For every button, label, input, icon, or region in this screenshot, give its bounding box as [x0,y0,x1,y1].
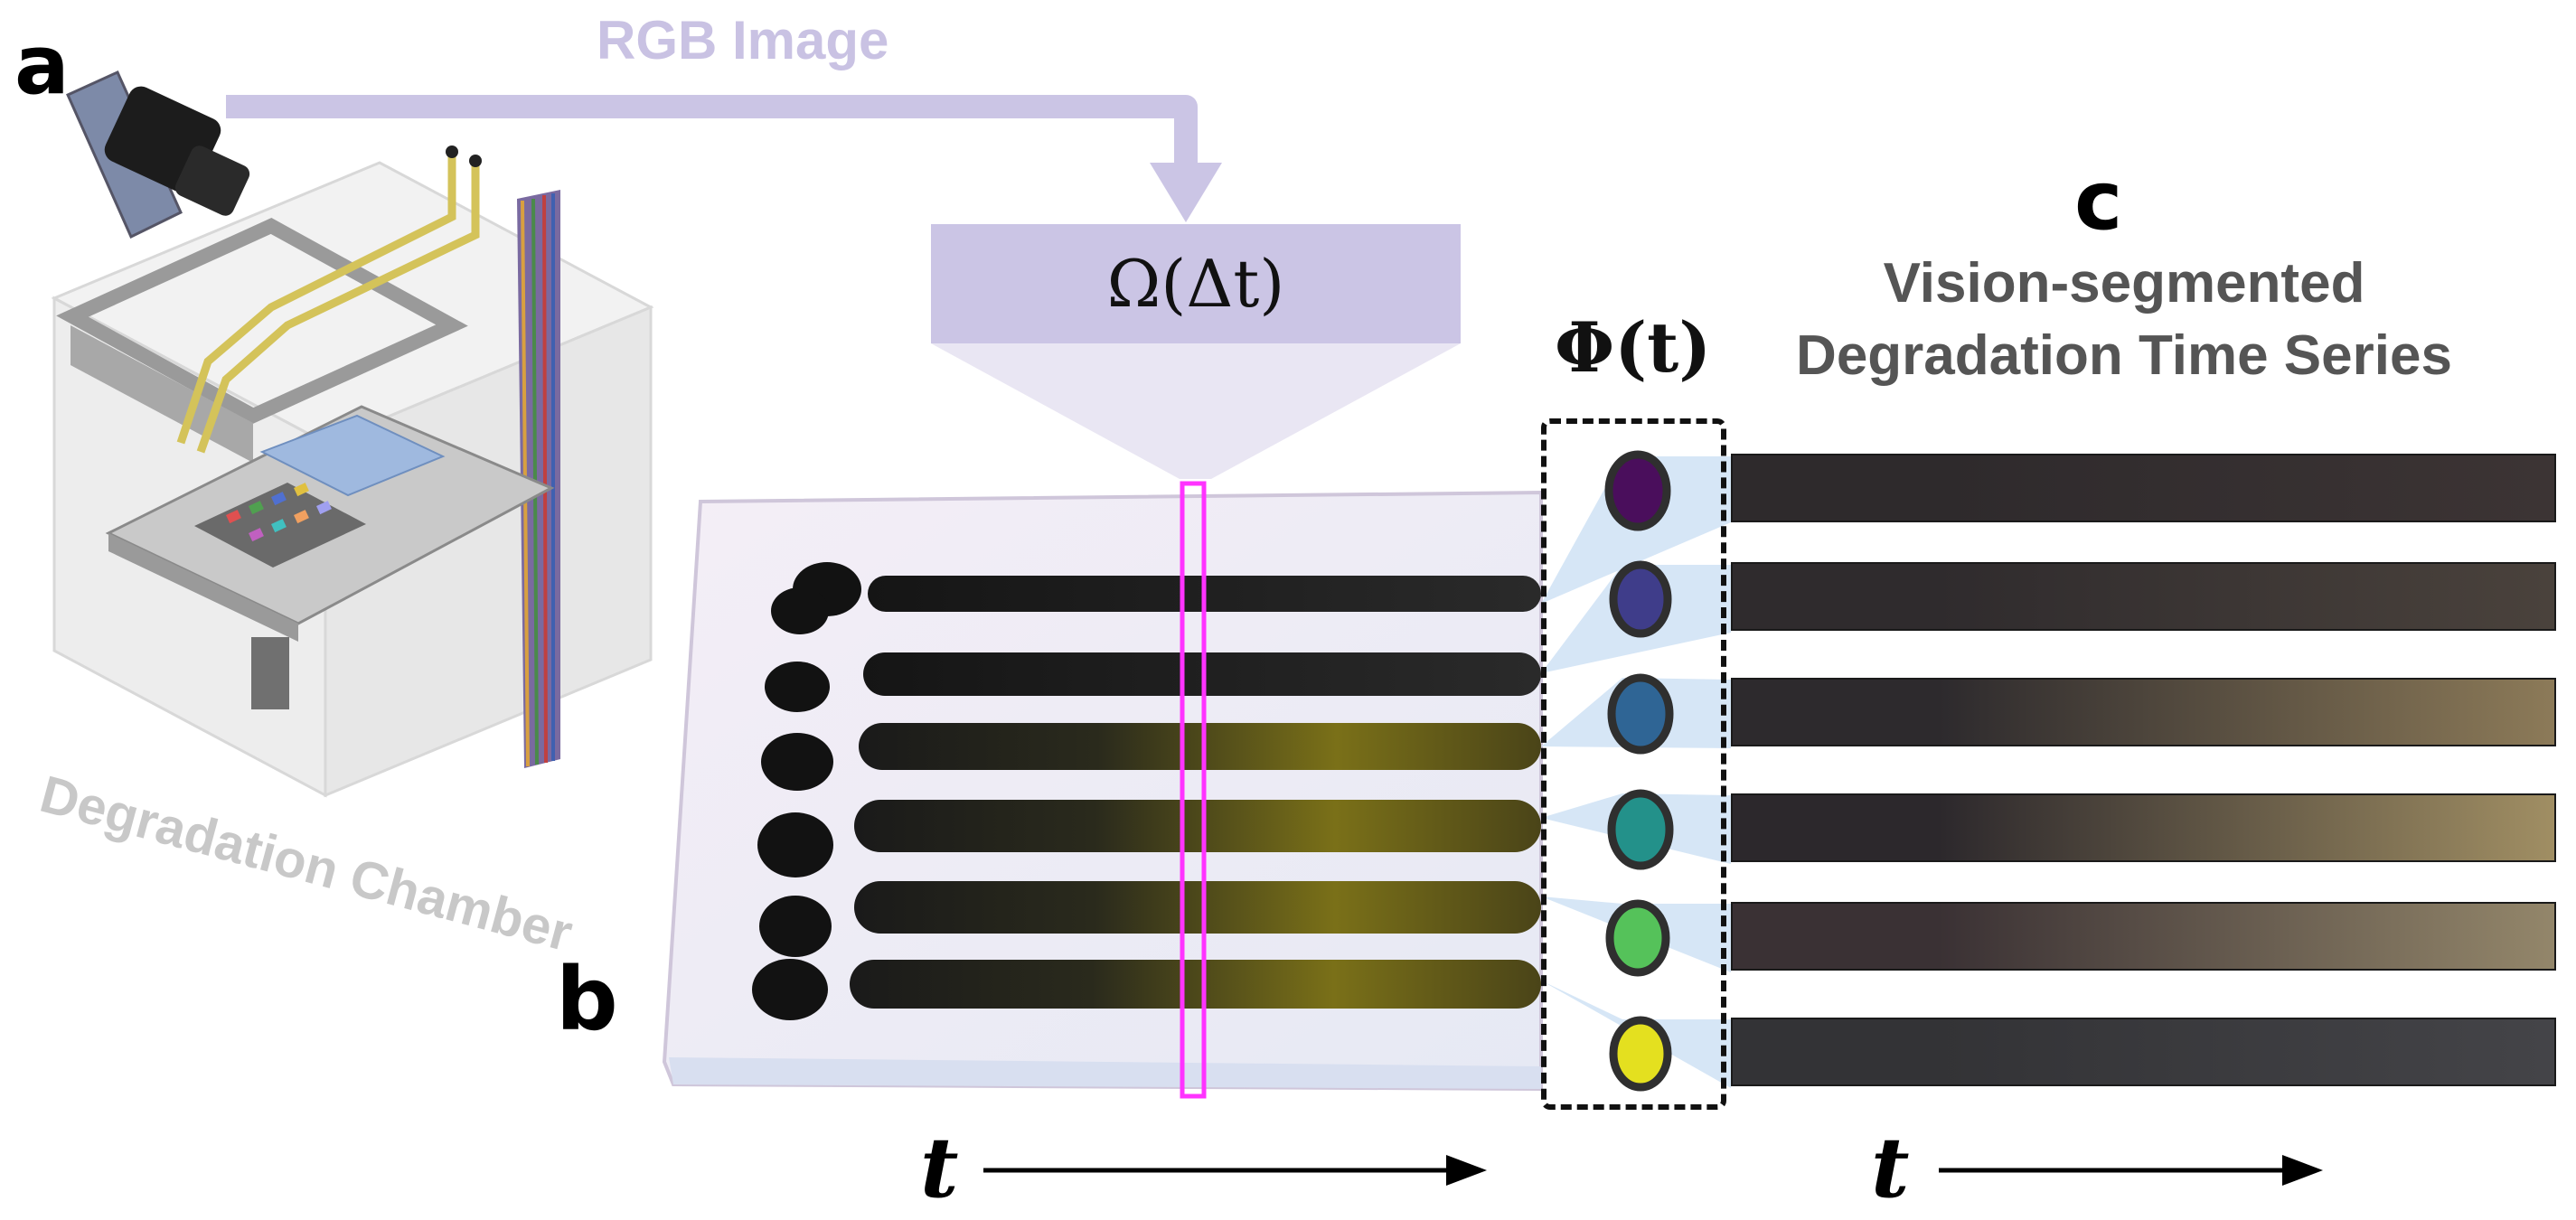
time-series-strip-6 [1731,1018,2556,1086]
drop-3 [1607,673,1674,755]
degradation-chamber-illustration [51,70,654,798]
omega-operator-label: Ω(Δt) [1106,246,1285,322]
drop-1 [1604,450,1671,531]
time-label-right: t [1871,1119,1910,1216]
series-title-line2: Degradation Time Series [1796,324,2452,387]
drop-6 [1609,1016,1672,1092]
panel-label-c: c [2074,154,2123,249]
time-label-left: t [920,1119,959,1216]
drop-2 [1609,560,1672,638]
phi-label: Φ(t) [1555,307,1712,388]
time-series-strip-1 [1731,454,2556,522]
time-series-strip-2 [1731,562,2556,631]
rgb-image-label: RGB Image [597,10,889,70]
time-series-strip-3 [1731,678,2556,746]
panel-label-b: b [556,949,618,1050]
panel-label-a: a [14,18,70,113]
drop-4 [1607,789,1674,870]
time-arrowhead-left [1446,1155,1487,1186]
omega-operator-box: Ω(Δt) [931,224,1461,343]
drop-5 [1605,899,1670,977]
time-series-strip-5 [1731,902,2556,971]
segmentation-box [1541,418,1726,1110]
time-arrowhead-right [2282,1155,2323,1186]
time-series-strip-4 [1731,793,2556,862]
series-title-line1: Vision-segmented [1883,252,2365,314]
